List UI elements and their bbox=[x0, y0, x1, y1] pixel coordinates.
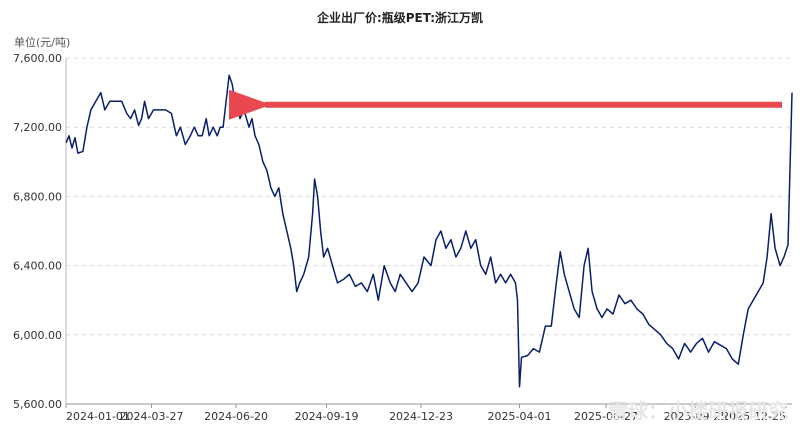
x-tick-label: 2025-04-01 bbox=[488, 410, 552, 423]
x-tick-label: 2024-01-01 bbox=[66, 410, 130, 423]
x-tick-label: 2024-09-19 bbox=[295, 410, 359, 423]
y-axis-ticks: 5,600.00 6,000.00 6,400.00 6,800.00 7,200.00… bbox=[13, 52, 62, 411]
y-tick-label: 5,600.00 bbox=[13, 398, 62, 411]
y-tick-label: 6,800.00 bbox=[13, 190, 62, 203]
x-tick-label: 2025-12-25 bbox=[722, 410, 786, 423]
series-line bbox=[65, 74, 793, 388]
y-tick-label: 7,200.00 bbox=[13, 121, 62, 134]
y-tick-label: 7,600.00 bbox=[13, 52, 62, 65]
y-tick-label: 6,000.00 bbox=[13, 329, 62, 342]
y-axis-label: 单位(元/吨) bbox=[14, 35, 70, 49]
chart-title: 企业出厂价:瓶级PET:浙江万凯 bbox=[316, 10, 483, 25]
x-tick-label: 2025-09-25 bbox=[664, 410, 728, 423]
x-tick-label: 2024-06-20 bbox=[204, 410, 268, 423]
x-tick-label: 2025-06-27 bbox=[574, 410, 638, 423]
x-tick-label: 2024-03-27 bbox=[120, 410, 184, 423]
x-tick-label: 2024-12-23 bbox=[389, 410, 453, 423]
y-tick-label: 6,400.00 bbox=[13, 260, 62, 273]
watermark: 雪球：小楼研报研究 bbox=[608, 399, 788, 423]
gridlines bbox=[66, 57, 792, 336]
